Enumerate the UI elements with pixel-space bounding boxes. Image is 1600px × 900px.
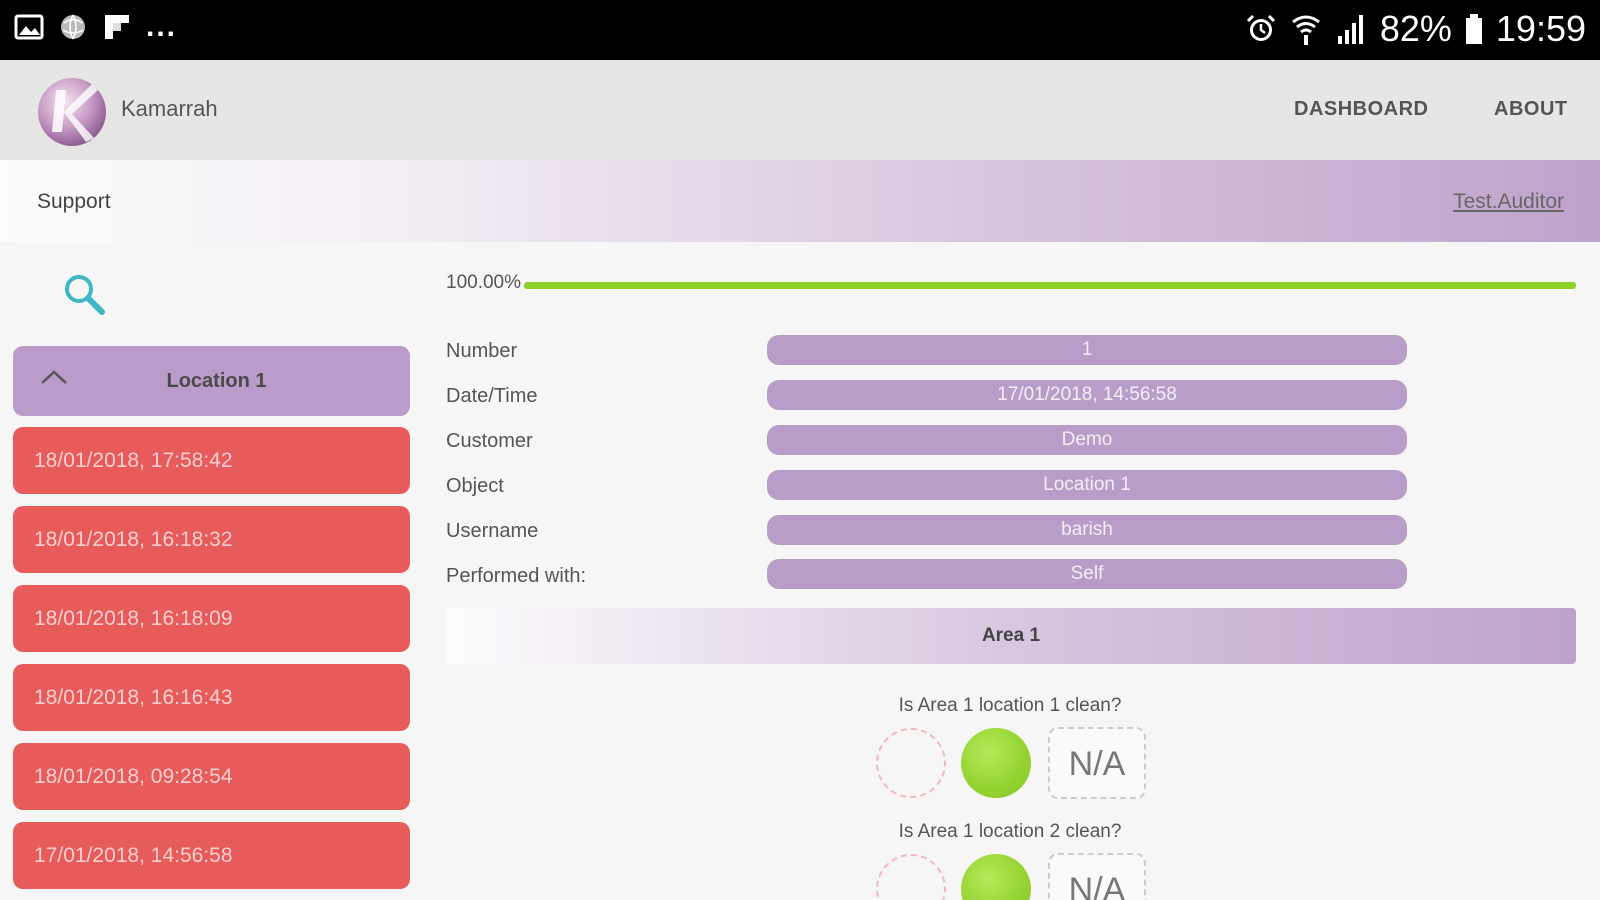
clock-time: 19:59 [1495, 8, 1586, 49]
chevron-up-icon [39, 366, 69, 393]
audit-entry[interactable]: 18/01/2018, 17:58:42 [13, 427, 410, 494]
battery-icon [1464, 12, 1484, 46]
audit-entry[interactable]: 18/01/2018, 16:18:32 [13, 506, 410, 573]
progress-fill [524, 282, 1576, 289]
field-value-datetime: 17/01/2018, 14:56:58 [767, 380, 1407, 410]
answer-yes-button[interactable] [961, 854, 1031, 900]
field-label-datetime: Date/Time [446, 385, 538, 407]
area-header: Area 1 [446, 608, 1576, 664]
answer-yes-button[interactable] [961, 728, 1031, 798]
answer-na-button[interactable]: N/A [1048, 853, 1146, 900]
progress-label: 100.00% [446, 272, 522, 293]
audit-entry[interactable]: 18/01/2018, 16:18:09 [13, 585, 410, 652]
location-accordion-header[interactable]: Location 1 [13, 346, 410, 416]
answer-no-button[interactable] [876, 854, 946, 900]
field-label-username: Username [446, 520, 539, 542]
answer-na-button[interactable]: N/A [1048, 727, 1146, 799]
page-title: Support [37, 190, 111, 213]
nav-dashboard[interactable]: DASHBOARD [1294, 98, 1429, 120]
nav-about[interactable]: ABOUT [1494, 98, 1568, 120]
audit-entry[interactable]: 17/01/2018, 14:56:58 [13, 822, 410, 889]
question-text: Is Area 1 location 2 clean? [898, 821, 1122, 842]
field-label-customer: Customer [446, 430, 533, 452]
location-title: Location 1 [166, 370, 267, 392]
app-bar: Kamarrah DASHBOARD ABOUT [0, 60, 1600, 160]
wifi-icon [1290, 12, 1322, 46]
audit-entry[interactable]: 18/01/2018, 09:28:54 [13, 743, 410, 810]
status-bar: ... 82% 19:59 [0, 0, 1600, 60]
user-link[interactable]: Test.Auditor [1453, 190, 1564, 213]
alarm-icon [1244, 12, 1278, 46]
audit-entry[interactable]: 18/01/2018, 16:16:43 [13, 664, 410, 731]
kamarrah-logo [34, 72, 110, 148]
question-text: Is Area 1 location 1 clean? [898, 695, 1122, 716]
progress-bar [524, 282, 1576, 289]
area-title: Area 1 [981, 625, 1041, 646]
field-value-customer: Demo [767, 425, 1407, 455]
brand-name: Kamarrah [121, 96, 218, 121]
field-value-object: Location 1 [767, 470, 1407, 500]
search-icon[interactable] [60, 270, 108, 318]
notification-icons: ... [14, 12, 177, 42]
field-label-performed-with: Performed with: [446, 565, 587, 587]
field-value-number: 1 [767, 335, 1407, 365]
battery-percent: 82% [1379, 8, 1452, 49]
more-notifications: ... [146, 10, 178, 43]
subheader-bar: Support Test.Auditor [0, 160, 1600, 242]
flipboard-icon [102, 12, 132, 42]
field-value-performed-with: Self [767, 559, 1407, 589]
field-label-object: Object [446, 475, 504, 497]
answer-no-button[interactable] [876, 728, 946, 798]
field-label-number: Number [446, 340, 518, 362]
field-value-username: barish [767, 515, 1407, 545]
image-icon [14, 12, 44, 42]
globe-icon [58, 12, 88, 42]
system-indicators: 82% 19:59 [1244, 8, 1586, 50]
signal-icon [1334, 12, 1368, 46]
